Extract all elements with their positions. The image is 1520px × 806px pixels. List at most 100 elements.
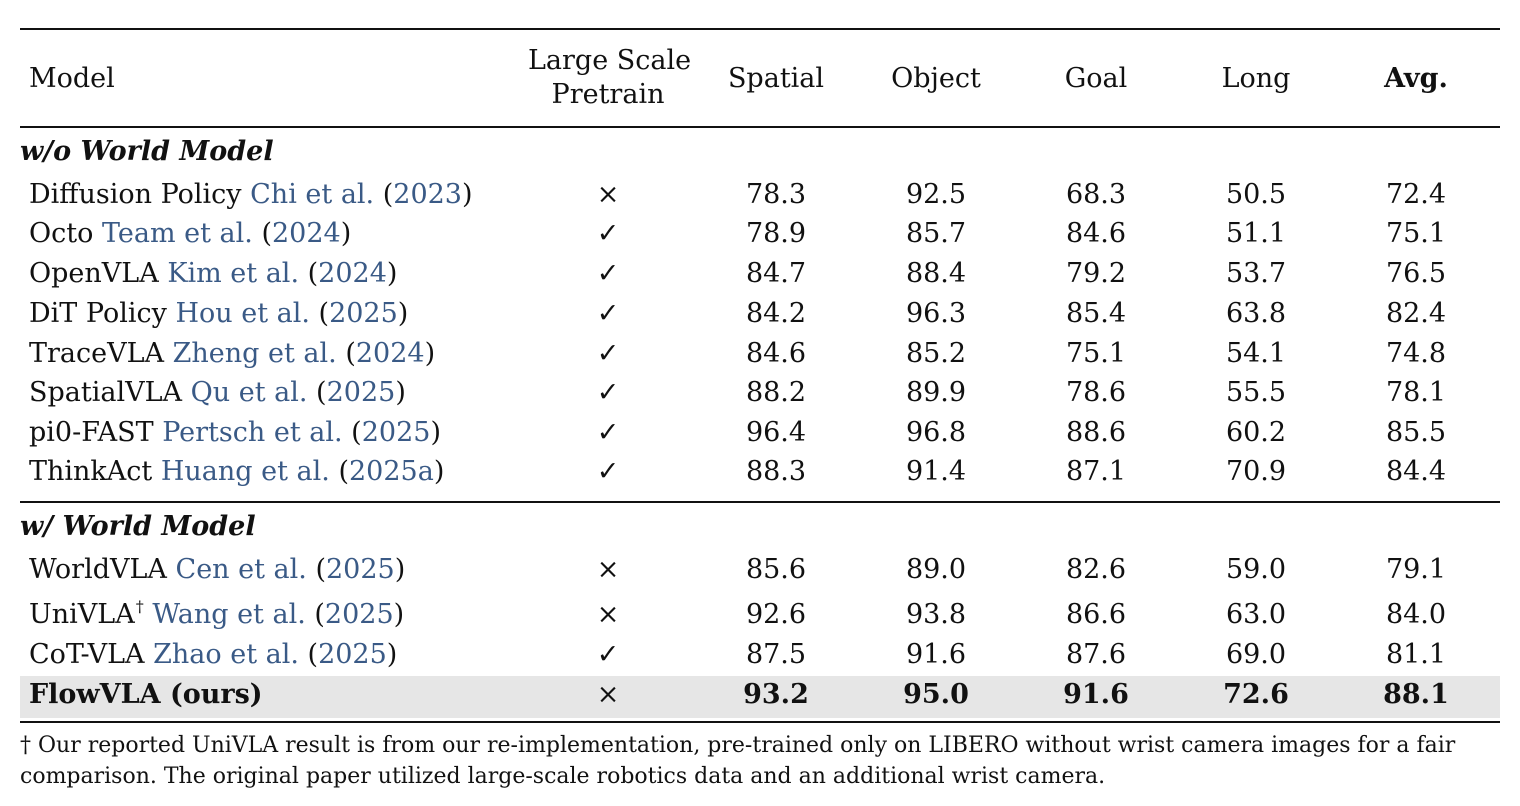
object-score: 92.5: [905, 179, 967, 210]
col-model-header: Model: [29, 63, 115, 94]
pretrain-mark: ×: [596, 599, 620, 630]
model-name-cell: WorldVLA Cen et al. (2025): [29, 554, 406, 585]
goal-score: 75.1: [1065, 338, 1127, 369]
object-score: 93.8: [905, 599, 967, 630]
model-name-cell: pi0-FAST Pertsch et al. (2025): [29, 417, 441, 448]
citation-year-link[interactable]: 2025: [326, 554, 395, 585]
long-score: 72.6: [1223, 679, 1289, 710]
model-name-cell: SpatialVLA Qu et al. (2025): [29, 377, 406, 408]
col-long-header: Long: [1221, 63, 1291, 94]
pretrain-mark: ✓: [596, 298, 620, 329]
pretrain-mark: ✓: [596, 338, 620, 369]
model-name: WorldVLA: [29, 554, 167, 585]
model-name: SpatialVLA: [29, 377, 183, 408]
object-score: 95.0: [903, 679, 969, 710]
model-name: Octo: [29, 218, 94, 249]
section-title-with-world-model: w/ World Model: [20, 511, 256, 542]
citation-link[interactable]: Cen et al.: [175, 554, 307, 585]
long-score: 60.2: [1225, 417, 1287, 448]
citation-year-link[interactable]: 2023: [393, 179, 462, 210]
spatial-score: 84.2: [745, 298, 807, 329]
model-name-cell: Octo Team et al. (2024): [29, 218, 352, 249]
col-object-header: Object: [891, 63, 981, 94]
ours-row-highlight: [20, 676, 1500, 718]
avg-score: 78.1: [1385, 377, 1447, 408]
table-row-ours: FlowVLA (ours) × 93.2 95.0 91.6 72.6 88.1: [20, 675, 1500, 715]
pretrain-mark: ✓: [596, 417, 620, 448]
table-header: Model Large Scale Pretrain Spatial Objec…: [20, 34, 1500, 124]
pretrain-mark: ×: [596, 554, 620, 585]
model-name: FlowVLA (ours): [29, 679, 263, 710]
avg-score: 81.1: [1385, 639, 1447, 670]
model-name-cell: OpenVLA Kim et al. (2024): [29, 258, 398, 289]
citation-year-link[interactable]: 2025: [318, 639, 387, 670]
spatial-score: 92.6: [745, 599, 807, 630]
object-score: 88.4: [905, 258, 967, 289]
citation-year-link[interactable]: 2025: [324, 599, 394, 630]
object-score: 96.8: [905, 417, 967, 448]
table-row: ThinkAct Huang et al. (2025a) ✓ 88.3 91.4 87…: [20, 452, 1500, 492]
citation-link[interactable]: Wang et al.: [152, 599, 306, 630]
citation-year-link[interactable]: 2025a: [349, 456, 434, 487]
citation-link[interactable]: Qu et al.: [190, 377, 308, 408]
goal-score: 86.6: [1065, 599, 1127, 630]
spatial-score: 96.4: [745, 417, 807, 448]
citation-year-link[interactable]: 2024: [355, 338, 425, 369]
object-score: 85.7: [905, 218, 967, 249]
long-score: 63.0: [1225, 599, 1287, 630]
section-rule: [20, 501, 1500, 503]
model-name-cell: FlowVLA (ours): [29, 675, 263, 715]
citation-year-link[interactable]: 2024: [318, 258, 387, 289]
citation-year-link[interactable]: 2025: [329, 298, 398, 329]
goal-score: 87.6: [1065, 639, 1127, 670]
spatial-score: 93.2: [743, 679, 809, 710]
citation-link[interactable]: Kim et al.: [167, 258, 300, 289]
table-row: Octo Team et al. (2024) ✓ 78.9 85.7 84.6 51.1…: [20, 214, 1500, 254]
model-name-cell: UniVLA† Wang et al. (2025): [29, 597, 405, 630]
citation-link[interactable]: Huang et al.: [160, 456, 330, 487]
citation-link[interactable]: Team et al.: [101, 218, 253, 249]
object-score: 89.9: [905, 377, 967, 408]
long-score: 53.7: [1225, 258, 1287, 289]
spatial-score: 88.3: [745, 456, 807, 487]
model-name: pi0-FAST: [29, 417, 154, 448]
footnote-marker: †: [135, 597, 144, 616]
model-name: TraceVLA: [29, 338, 165, 369]
col-pretrain-header: Large Scale Pretrain: [528, 44, 691, 114]
long-score: 55.5: [1225, 377, 1287, 408]
citation-link[interactable]: Pertsch et al.: [162, 417, 343, 448]
pretrain-mark: ✓: [596, 639, 620, 670]
model-name-cell: ThinkAct Huang et al. (2025a): [29, 456, 445, 487]
table-row: Diffusion Policy Chi et al. (2023) × 78.3 9…: [20, 175, 1500, 215]
model-name: ThinkAct: [29, 456, 153, 487]
citation-year-link[interactable]: 2024: [272, 218, 341, 249]
model-name: OpenVLA: [29, 258, 159, 289]
spatial-score: 78.9: [745, 218, 807, 249]
citation-year-link[interactable]: 2025: [361, 417, 431, 448]
goal-score: 91.6: [1063, 679, 1129, 710]
object-score: 89.0: [905, 554, 967, 585]
citation-link[interactable]: Hou et al.: [175, 298, 310, 329]
pretrain-mark: ✓: [596, 218, 620, 249]
citation-link[interactable]: Zheng et al.: [172, 338, 337, 369]
long-score: 51.1: [1225, 218, 1287, 249]
footnote: † Our reported UniVLA result is from our…: [20, 730, 1505, 792]
object-score: 96.3: [905, 298, 967, 329]
long-score: 70.9: [1225, 456, 1287, 487]
citation-year-link[interactable]: 2025: [326, 377, 396, 408]
citation-link[interactable]: Chi et al.: [250, 179, 375, 210]
spatial-score: 88.2: [745, 377, 807, 408]
col-pretrain-line2: Pretrain: [551, 79, 665, 110]
avg-score: 75.1: [1385, 218, 1447, 249]
pretrain-mark: ×: [596, 179, 620, 210]
long-score: 50.5: [1225, 179, 1287, 210]
goal-score: 82.6: [1065, 554, 1127, 585]
spatial-score: 84.6: [745, 338, 807, 369]
avg-score: 85.5: [1385, 417, 1447, 448]
table-row: DiT Policy Hou et al. (2025) ✓ 84.2 96.3 85.…: [20, 294, 1500, 334]
avg-score: 84.4: [1385, 456, 1447, 487]
citation-link[interactable]: Zhao et al.: [153, 639, 299, 670]
goal-score: 85.4: [1065, 298, 1127, 329]
model-name: DiT Policy: [29, 298, 167, 329]
long-score: 54.1: [1225, 338, 1287, 369]
